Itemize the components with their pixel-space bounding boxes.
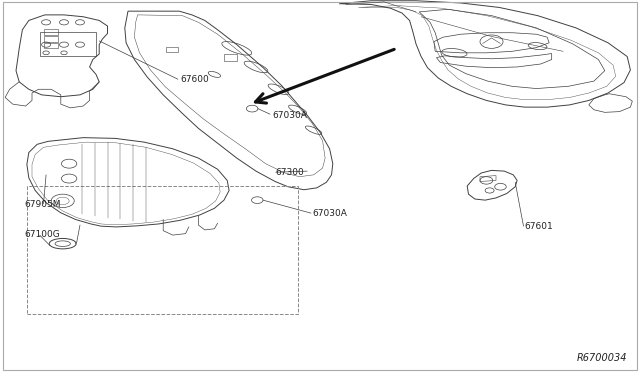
Text: 67600: 67600 (180, 76, 209, 84)
Text: R6700034: R6700034 (577, 353, 627, 363)
Text: 67030A: 67030A (312, 209, 347, 218)
Text: 67300: 67300 (275, 169, 304, 177)
Text: 67601: 67601 (525, 222, 554, 231)
Text: 67905M: 67905M (24, 200, 61, 209)
Text: 67030A: 67030A (272, 111, 307, 120)
Text: 67100G: 67100G (24, 230, 60, 239)
